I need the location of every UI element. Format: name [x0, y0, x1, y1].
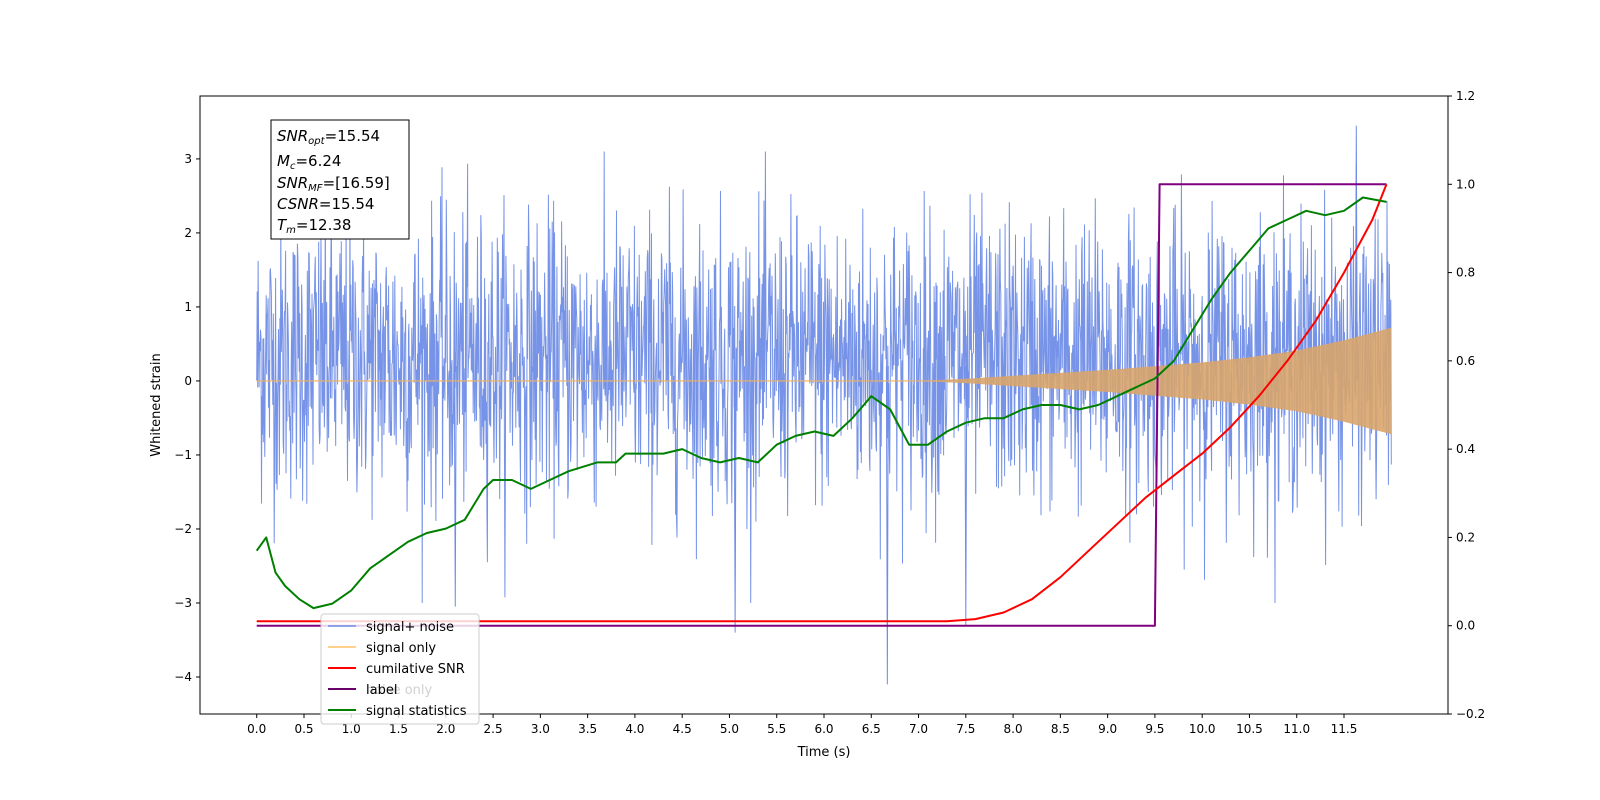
left-y-axis-ticks: −4 −3 −2 −1 0 1 2 3 [174, 152, 200, 684]
annotation-line: SNRopt=15.54 [277, 127, 380, 147]
annotation-line: CSNR=15.54 [277, 195, 374, 213]
right-y-tick-label: 0.4 [1456, 442, 1475, 456]
plot-area [255, 125, 1392, 685]
right-y-tick-label: 0.0 [1456, 619, 1475, 633]
right-y-axis-ticks: −0.2 0.0 0.2 0.4 0.6 0.8 1.0 1.2 [1448, 89, 1485, 721]
right-y-tick-label: 1.0 [1456, 177, 1475, 191]
y-axis-label: Whitened strain [149, 353, 164, 456]
x-tick-label: 5.0 [720, 722, 739, 736]
annotation-frame [270, 119, 410, 240]
x-tick-label: 11.0 [1283, 722, 1310, 736]
legend: noise only signal+ noise signal only cumila… [320, 613, 480, 725]
left-y-tick-label: 3 [184, 152, 192, 166]
annotation-line: SNRMF=[16.59] [277, 174, 390, 194]
x-tick-label: 3.0 [531, 722, 550, 736]
x-tick-label: 0.0 [247, 722, 266, 736]
left-y-tick-label: 2 [184, 226, 192, 240]
x-tick-label: 9.5 [1145, 722, 1164, 736]
x-tick-label: 3.5 [578, 722, 597, 736]
x-tick-label: 7.5 [956, 722, 975, 736]
x-tick-label: 0.5 [294, 722, 313, 736]
label-line [256, 183, 1387, 627]
x-tick-label: 8.0 [1004, 722, 1023, 736]
x-tick-label: 11.5 [1331, 722, 1358, 736]
right-y-tick-label: 1.2 [1456, 89, 1475, 103]
x-tick-label: 9.0 [1098, 722, 1117, 736]
x-tick-label: 5.5 [767, 722, 786, 736]
x-tick-label: 1.5 [389, 722, 408, 736]
signal-only-envelope [256, 327, 1392, 435]
x-tick-label: 4.5 [673, 722, 692, 736]
right-y-tick-label: −0.2 [1456, 707, 1485, 721]
left-y-tick-label: −3 [174, 596, 192, 610]
x-tick-label: 2.0 [436, 722, 455, 736]
signal-statistics-line [255, 196, 1387, 610]
legend-label: signal statistics [366, 704, 467, 719]
stats-annotation-box: SNRopt=15.54 Mc=6.24SNRMF=[16.59]CSNR=15.… [270, 119, 410, 240]
legend-label: cumilative SNR [366, 662, 465, 677]
annotation-line: Mc=6.24 [277, 152, 341, 172]
legend-label: signal only [366, 641, 436, 656]
legend-label: label [366, 683, 397, 698]
left-y-tick-label: −1 [174, 448, 192, 462]
x-tick-label: 10.5 [1236, 722, 1263, 736]
legend-hidden-entry: noise only [366, 683, 433, 698]
signal-noise-line [256, 151, 1392, 604]
x-tick-label: 6.0 [814, 722, 833, 736]
left-y-tick-label: −4 [174, 670, 192, 684]
x-tick-label: 2.5 [484, 722, 503, 736]
right-y-tick-label: 0.8 [1456, 266, 1475, 280]
cumulative-snr-line [256, 183, 1388, 623]
x-tick-label: 1.0 [342, 722, 361, 736]
left-y-tick-label: 1 [184, 300, 192, 314]
left-y-tick-label: −2 [174, 522, 192, 536]
signal-noise-spike [1354, 125, 1358, 367]
left-y-tick-label: 0 [184, 374, 192, 388]
x-tick-label: 8.5 [1051, 722, 1070, 736]
right-y-tick-label: 0.6 [1456, 354, 1475, 368]
signal-noise-spike [885, 366, 889, 685]
x-tick-label: 6.5 [862, 722, 881, 736]
annotation-line: Tm=12.38 [277, 216, 351, 236]
legend-label: signal+ noise [366, 620, 454, 635]
legend-frame [320, 613, 480, 725]
x-tick-label: 4.0 [625, 722, 644, 736]
x-axis-label: Time (s) [797, 745, 851, 760]
x-tick-label: 10.0 [1189, 722, 1216, 736]
x-tick-label: 7.0 [909, 722, 928, 736]
right-y-tick-label: 0.2 [1456, 530, 1475, 544]
